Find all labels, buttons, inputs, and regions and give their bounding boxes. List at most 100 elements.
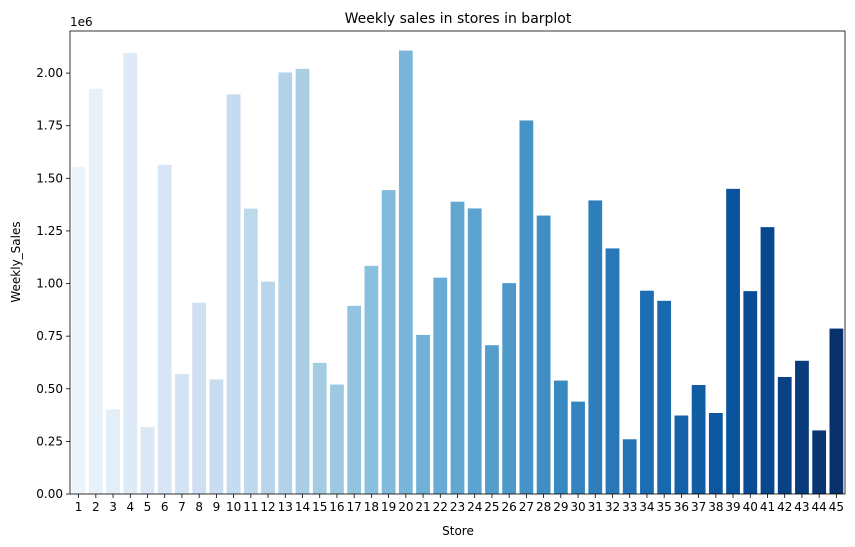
x-tick-label: 8 bbox=[195, 500, 203, 514]
bar-store-43 bbox=[795, 360, 809, 494]
x-tick-label: 14 bbox=[295, 500, 310, 514]
y-tick-label: 1.00 bbox=[36, 277, 63, 291]
x-tick-label: 7 bbox=[178, 500, 186, 514]
x-tick-label: 41 bbox=[760, 500, 775, 514]
plot-frame bbox=[69, 30, 846, 495]
bar-store-31 bbox=[588, 200, 603, 495]
bar-store-36 bbox=[674, 415, 689, 494]
bar-store-18 bbox=[364, 265, 379, 494]
x-tick-label: 11 bbox=[243, 500, 258, 514]
bar-store-15 bbox=[312, 362, 327, 494]
y-axis: 0.00 0.25 0.50 0.75 1.00 1.25 1.50 1.75 2.00 bbox=[36, 66, 70, 501]
bar-store-21 bbox=[416, 334, 430, 494]
x-tick-label: 40 bbox=[743, 500, 758, 514]
x-tick-label: 45 bbox=[829, 500, 844, 514]
y-axis-offset-text: 1e6 bbox=[70, 15, 93, 29]
x-tick-label: 3 bbox=[109, 500, 117, 514]
bar-store-8 bbox=[192, 302, 207, 494]
bar-store-34 bbox=[640, 290, 654, 494]
bar-store-29 bbox=[553, 380, 568, 494]
x-tick-label: 27 bbox=[519, 500, 534, 514]
x-tick-label: 21 bbox=[415, 500, 430, 514]
x-tick-label: 38 bbox=[708, 500, 723, 514]
x-tick-label: 42 bbox=[777, 500, 792, 514]
x-tick-label: 32 bbox=[605, 500, 620, 514]
bar-store-40 bbox=[743, 291, 758, 494]
x-tick-label: 20 bbox=[398, 500, 413, 514]
y-tick-label: 1.50 bbox=[36, 171, 63, 185]
x-tick-label: 30 bbox=[570, 500, 585, 514]
bar-store-45 bbox=[829, 328, 844, 494]
bar-store-7 bbox=[175, 374, 189, 494]
bar-store-44 bbox=[812, 430, 827, 494]
y-tick-label: 1.25 bbox=[36, 224, 63, 238]
bar-store-30 bbox=[571, 401, 585, 494]
bar-store-1 bbox=[71, 166, 86, 495]
x-tick-label: 9 bbox=[213, 500, 221, 514]
x-tick-label: 19 bbox=[381, 500, 396, 514]
x-tick-label: 23 bbox=[450, 500, 465, 514]
bar-store-14 bbox=[295, 68, 310, 494]
bar-store-24 bbox=[467, 208, 482, 494]
x-tick-label: 31 bbox=[588, 500, 603, 514]
bar-store-26 bbox=[502, 283, 517, 494]
x-tick-label: 35 bbox=[657, 500, 672, 514]
x-axis: 1 2 3 4 5 6 7 8 9 10 11 12 13 14 15 16 17 18 19 20 21 22 23 24 2… bbox=[75, 494, 844, 514]
x-tick-label: 1 bbox=[75, 500, 83, 514]
x-tick-label: 2 bbox=[92, 500, 100, 514]
bar-store-19 bbox=[381, 190, 396, 494]
x-tick-label: 4 bbox=[126, 500, 134, 514]
bar-store-16 bbox=[330, 384, 344, 494]
x-tick-label: 36 bbox=[674, 500, 689, 514]
x-axis-label: Store bbox=[442, 524, 474, 538]
bar-store-12 bbox=[261, 281, 275, 494]
x-tick-label: 34 bbox=[639, 500, 654, 514]
bar-store-22 bbox=[433, 277, 448, 494]
x-tick-label: 37 bbox=[691, 500, 706, 514]
x-tick-label: 28 bbox=[536, 500, 551, 514]
x-tick-label: 15 bbox=[312, 500, 327, 514]
x-tick-label: 16 bbox=[329, 500, 344, 514]
bar-store-27 bbox=[519, 120, 534, 494]
bar-store-4 bbox=[123, 53, 138, 494]
bar-store-2 bbox=[88, 88, 103, 495]
bar-store-20 bbox=[398, 50, 413, 494]
bar-store-25 bbox=[485, 345, 499, 494]
x-tick-label: 24 bbox=[467, 500, 482, 514]
x-tick-label: 43 bbox=[794, 500, 809, 514]
bar-store-13 bbox=[278, 72, 293, 495]
x-tick-label: 10 bbox=[226, 500, 241, 514]
y-tick-label: 2.00 bbox=[36, 66, 63, 80]
bar-store-11 bbox=[243, 208, 258, 494]
y-tick-label: 0.25 bbox=[36, 434, 63, 448]
x-tick-label: 33 bbox=[622, 500, 637, 514]
x-tick-label: 44 bbox=[812, 500, 827, 514]
y-axis-label: Weekly_Sales bbox=[9, 221, 23, 302]
bar-store-33 bbox=[622, 439, 637, 494]
bar-store-39 bbox=[726, 188, 740, 494]
bar-store-42 bbox=[777, 376, 792, 494]
x-tick-label: 25 bbox=[484, 500, 499, 514]
bar-store-17 bbox=[347, 305, 362, 494]
bar-store-32 bbox=[605, 248, 620, 494]
chart-title: Weekly sales in stores in barplot bbox=[345, 11, 572, 27]
bar-store-35 bbox=[657, 300, 672, 494]
x-tick-label: 18 bbox=[364, 500, 379, 514]
bar-store-38 bbox=[708, 412, 723, 494]
y-tick-label: 0.00 bbox=[36, 487, 63, 501]
bar-store-5 bbox=[140, 427, 155, 494]
bar-store-41 bbox=[760, 227, 775, 494]
x-tick-label: 5 bbox=[144, 500, 152, 514]
x-tick-label: 17 bbox=[347, 500, 362, 514]
x-tick-label: 12 bbox=[260, 500, 275, 514]
bar-store-23 bbox=[450, 201, 465, 494]
x-tick-label: 13 bbox=[278, 500, 293, 514]
bar-store-10 bbox=[226, 94, 241, 494]
y-tick-label: 0.50 bbox=[36, 382, 63, 396]
y-tick-label: 1.75 bbox=[36, 119, 63, 133]
bar-store-6 bbox=[157, 164, 172, 494]
x-tick-label: 26 bbox=[502, 500, 517, 514]
bars-group bbox=[71, 50, 844, 495]
x-tick-label: 22 bbox=[433, 500, 448, 514]
